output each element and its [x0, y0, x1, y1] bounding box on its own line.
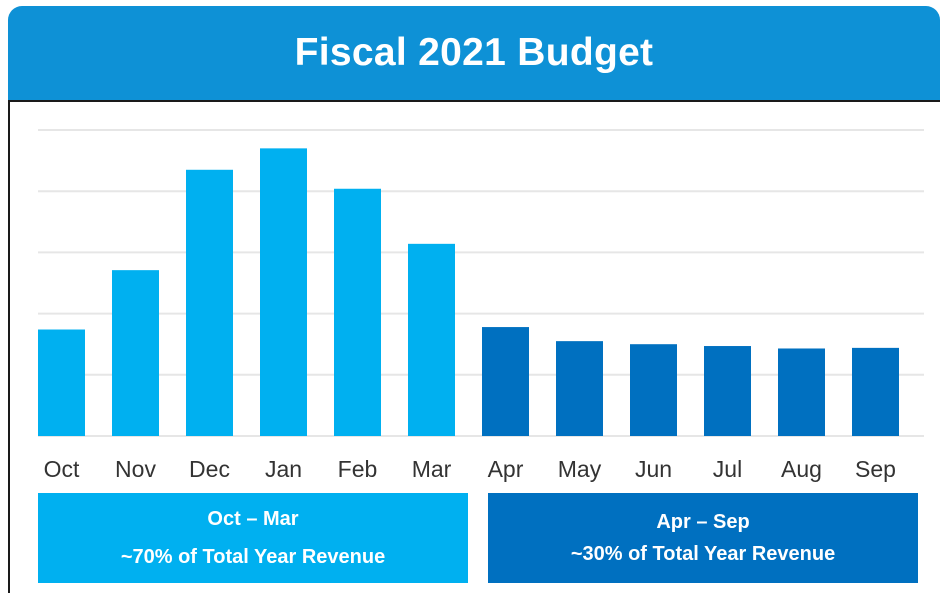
bar-jun: [630, 344, 677, 436]
x-tick-label-mar: Mar: [412, 456, 452, 482]
summary-oct-mar-range: Oct – Mar: [207, 508, 299, 530]
frame-border: [8, 100, 10, 593]
bar-jul: [704, 346, 751, 436]
x-tick-label-jun: Jun: [635, 456, 672, 482]
summary-oct-mar-share: ~70% of Total Year Revenue: [120, 546, 386, 568]
bar-may: [556, 341, 603, 436]
bar-feb: [334, 188, 381, 436]
bar-jan: [260, 148, 307, 437]
bars: [38, 148, 899, 437]
x-axis-labels: Oct Nov Dec Jan Feb Mar Apr May Jun Jul Aug Sep: [44, 456, 896, 482]
x-tick-label-aug: Aug: [781, 456, 822, 482]
x-tick-label-feb: Feb: [338, 456, 378, 482]
x-tick-label-dec: Dec: [189, 456, 230, 482]
x-tick-label-may: May: [558, 456, 602, 482]
gridlines: [38, 129, 924, 437]
bar-mar: [408, 243, 455, 436]
bar-dec: [186, 169, 233, 436]
bar-oct: [38, 329, 85, 436]
x-tick-label-apr: Apr: [488, 456, 524, 482]
summary-apr-sep-share: ~30% of Total Year Revenue: [570, 543, 836, 565]
summary-apr-sep: Apr – Sep ~30% of Total Year Revenue: [488, 493, 918, 583]
x-tick-label-oct: Oct: [44, 456, 80, 482]
title-banner: Fiscal 2021 Budget: [8, 6, 940, 102]
bar-nov: [112, 270, 159, 436]
bar-aug: [778, 348, 825, 436]
x-tick-label-jul: Jul: [713, 456, 742, 482]
summary-apr-sep-range: Apr – Sep: [656, 511, 750, 533]
summary-oct-mar: Oct – Mar ~70% of Total Year Revenue: [38, 493, 468, 583]
chart-title: Fiscal 2021 Budget: [294, 31, 654, 74]
x-tick-label-sep: Sep: [855, 456, 896, 482]
bar-sep: [852, 347, 899, 436]
bar-apr: [482, 327, 529, 436]
x-tick-label-jan: Jan: [265, 456, 302, 482]
x-tick-label-nov: Nov: [115, 456, 156, 482]
